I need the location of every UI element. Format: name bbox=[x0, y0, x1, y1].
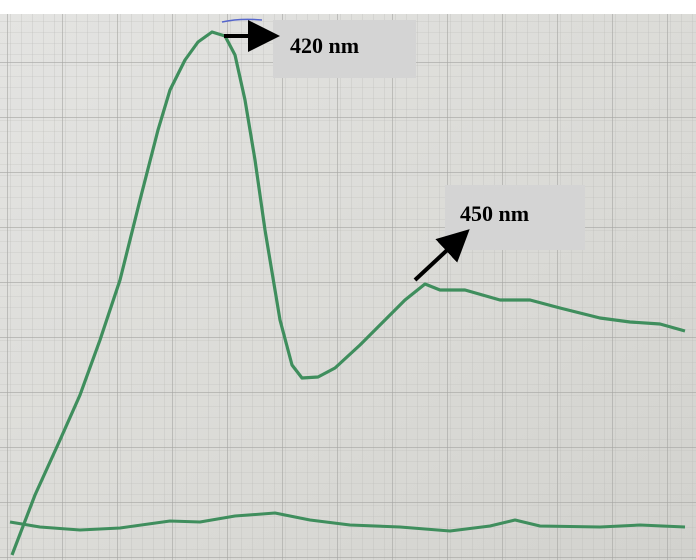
spectrum-trace bbox=[10, 30, 686, 556]
peak-label: 420 nm bbox=[290, 33, 359, 58]
pen-mark bbox=[221, 18, 263, 23]
arrow bbox=[413, 229, 470, 282]
top-margin bbox=[0, 0, 696, 14]
baseline-trace bbox=[9, 511, 686, 533]
peak-label: 450 nm bbox=[460, 201, 529, 226]
label-box bbox=[273, 20, 416, 78]
